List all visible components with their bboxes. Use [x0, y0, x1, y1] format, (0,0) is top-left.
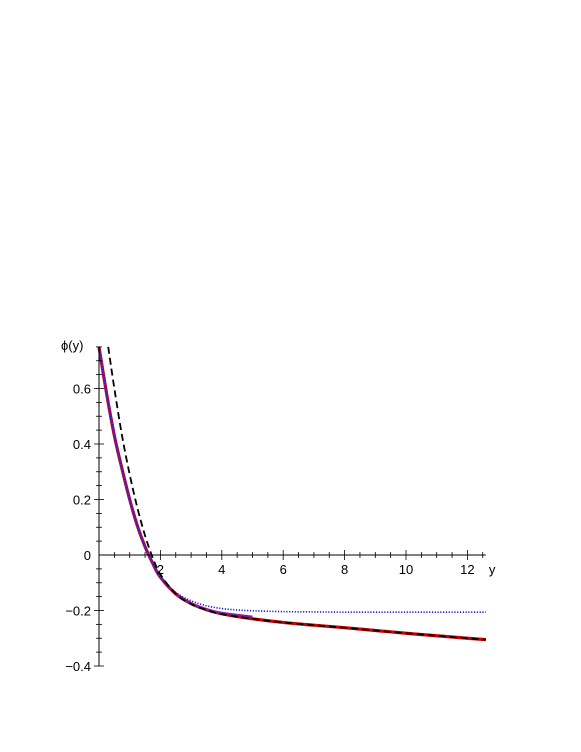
y-tick-label: 0.2: [73, 493, 91, 508]
x-axis-label: y: [489, 562, 496, 577]
x-tick-label: 8: [341, 562, 348, 577]
series-line-1: [97, 346, 486, 642]
series-layer: [97, 346, 486, 642]
x-tick-label: 12: [460, 562, 474, 577]
series-line-3: [98, 346, 486, 613]
y-tick-label: −0.4: [65, 659, 91, 674]
x-tick-label: 10: [399, 562, 413, 577]
series-line-2: [98, 346, 253, 618]
labels-layer: 2 4 6 8 10 12 −0.4 −0.2 0 0.2 0.4 0.6 y ϕ(y): [61, 338, 496, 674]
axes-layer: [94, 346, 486, 667]
x-tick-label: 6: [280, 562, 287, 577]
series-line-4: [107, 346, 486, 641]
x-tick-label: 2: [157, 562, 164, 577]
x-tick-label: 4: [218, 562, 225, 577]
y-tick-label: 0.6: [73, 382, 91, 397]
y-tick-label: 0: [84, 548, 91, 563]
y-tick-label: −0.2: [65, 604, 91, 619]
y-axis-label: ϕ(y): [61, 338, 83, 353]
y-tick-label: 0.4: [73, 437, 91, 452]
